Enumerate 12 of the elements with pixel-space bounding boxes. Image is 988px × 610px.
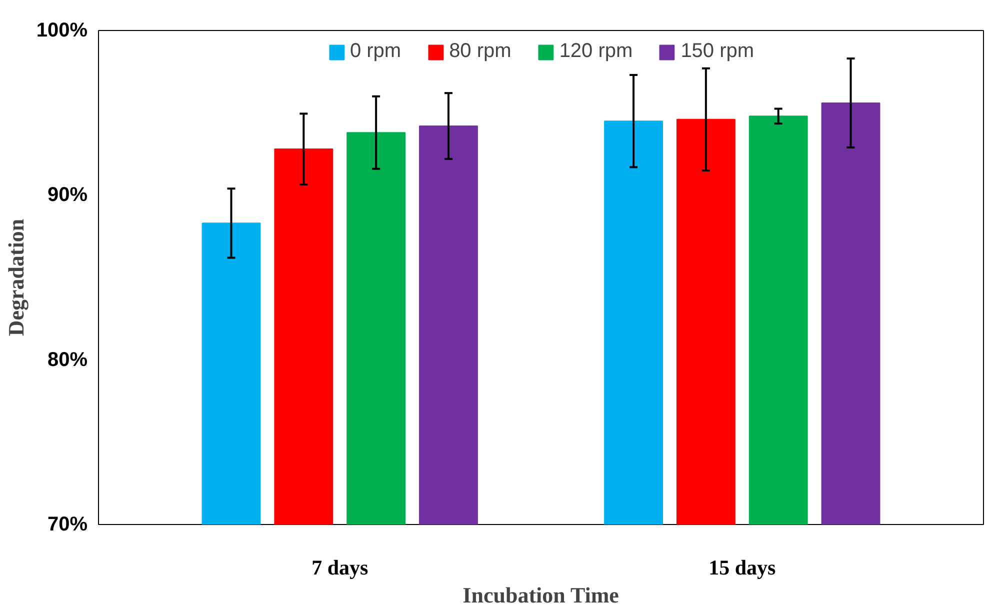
x-tick-label: 7 days [312, 556, 368, 580]
x-axis-title: Incubation Time [462, 582, 620, 608]
x-tick-label: 15 days [708, 556, 776, 580]
y-axis-title: Degradation [3, 218, 28, 336]
y-tick-label: 80% [47, 348, 88, 371]
y-tick-label: 90% [47, 184, 88, 206]
legend-label: 80 rpm [449, 40, 512, 63]
legend-label: 150 rpm [680, 40, 754, 63]
y-tick-label: 100% [36, 20, 88, 42]
legend-label: 120 rpm [559, 40, 633, 63]
legend-label: 0 rpm [350, 40, 402, 63]
y-tick-label: 70% [47, 514, 88, 536]
